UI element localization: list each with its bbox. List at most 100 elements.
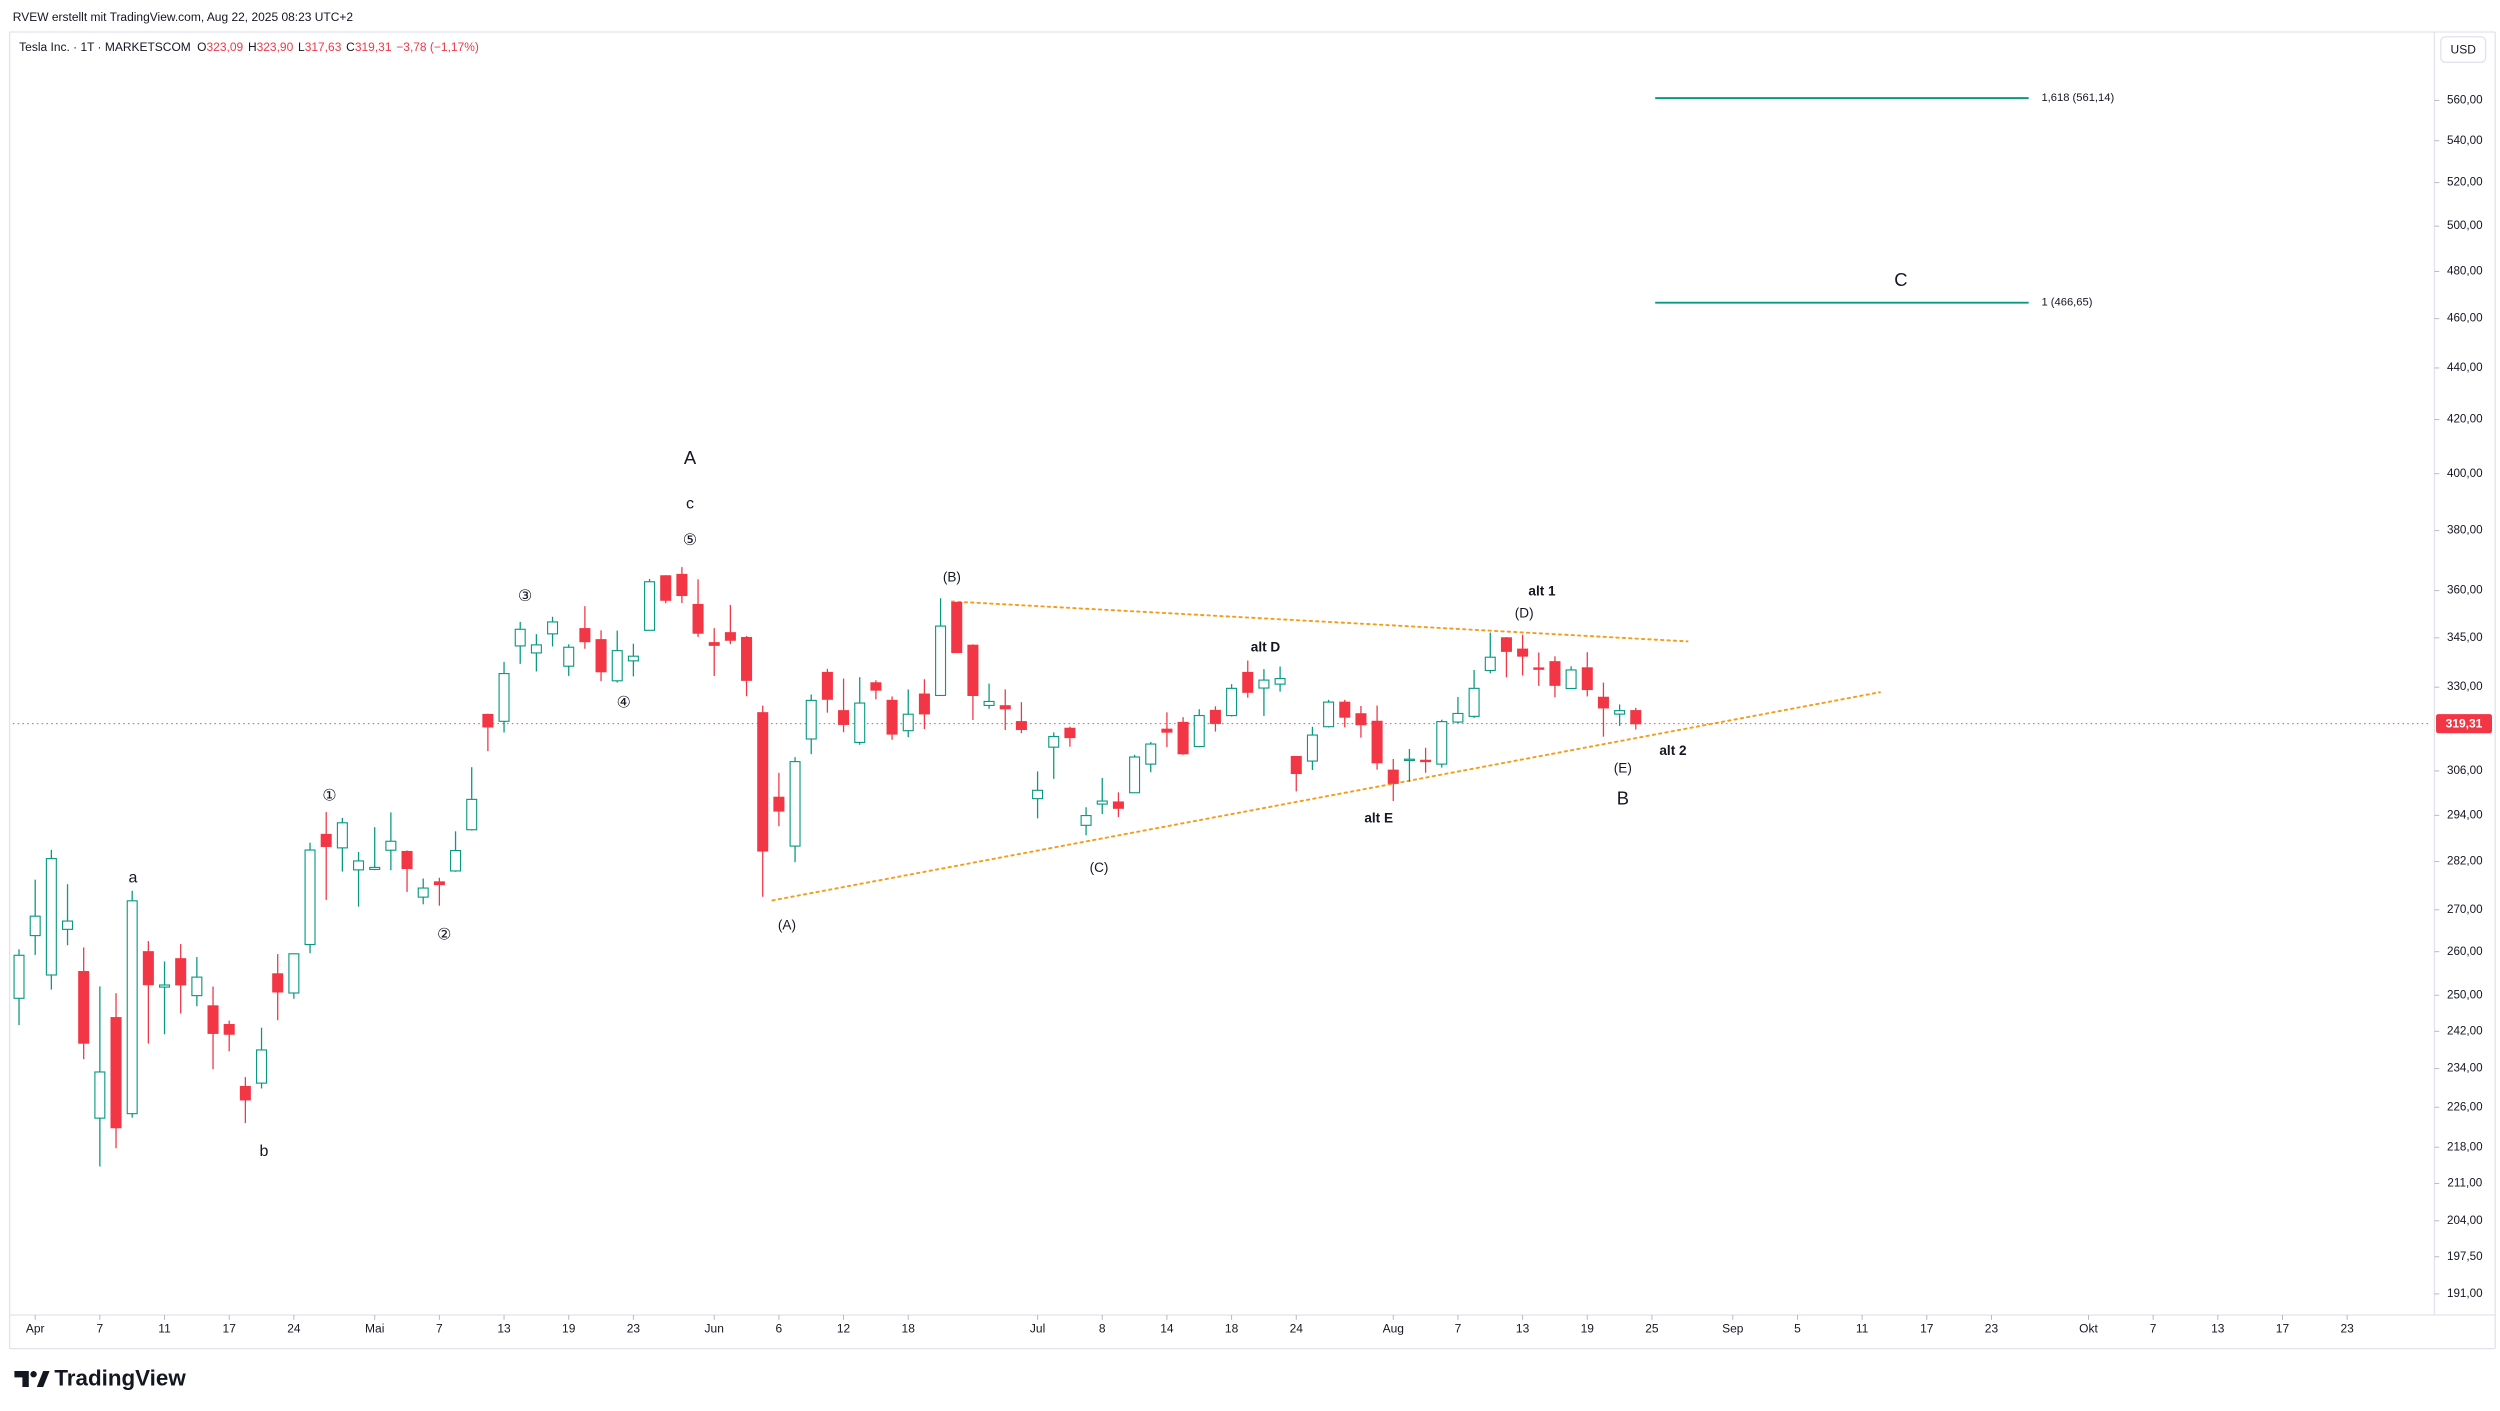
x-tick-label: 24 [1290,1322,1304,1336]
candle-body [1436,721,1448,765]
candle-body [207,1005,219,1034]
x-tick-label: 24 [287,1322,301,1336]
x-tick-label: 8 [1099,1322,1106,1336]
symbol: Tesla Inc. · 1T · MARKETSCOM [19,40,191,54]
candle-body [805,699,817,740]
wave-label: A [684,447,697,468]
wave-label: (B) [943,569,961,584]
candle-body [1500,637,1512,652]
wave-label: ① [322,787,336,804]
x-tick-label: Aug [1383,1322,1404,1336]
y-tick-label: 218,00 [2447,1140,2483,1153]
y-tick-label: 400,00 [2447,467,2483,480]
candle-body [1096,800,1108,805]
x-tick-label: Mai [365,1322,384,1336]
candle-body [773,796,785,812]
candle-body [741,636,753,681]
candle-body [1597,696,1609,709]
candle-body [1387,769,1399,784]
candle-body [353,860,365,871]
created-by: RVEW erstellt mit TradingView.com, Aug 2… [13,10,354,24]
candle-body [1403,758,1415,762]
x-tick-label: 7 [97,1322,104,1336]
x-tick-label: 23 [2340,1322,2354,1336]
y-tick-label: 380,00 [2447,524,2483,537]
y-tick-label: 420,00 [2447,413,2483,426]
candle-body [1242,671,1254,693]
candle-body [1468,687,1480,717]
x-tick-label: Okt [2079,1322,2098,1336]
candle-body [433,881,445,886]
y-tick-label: 260,00 [2447,945,2483,958]
candle-body [1209,709,1221,724]
candle-body [530,644,542,654]
legend-change: −3,78 (−1,17%) [396,40,479,54]
wave-label: ③ [518,588,532,605]
x-tick-label: 11 [158,1322,171,1336]
x-tick-label: 7 [1455,1322,1462,1336]
y-tick-label: 270,00 [2447,903,2483,916]
candle-body [1420,759,1432,763]
candle-body [1306,734,1318,762]
logo-mark [30,1371,37,1378]
currency[interactable]: USD [2451,43,2477,57]
x-tick-label: Sep [1722,1322,1744,1336]
candle-body [1112,801,1124,809]
candle-body [1226,687,1238,717]
fib-label: 1 (466,65) [2041,297,2092,309]
candle-body [482,713,494,728]
x-tick-label: 23 [627,1322,641,1336]
x-tick-label: Apr [26,1322,45,1336]
fib-label: 1,618 (561,14) [2041,92,2114,104]
y-tick-label: 204,00 [2447,1214,2483,1227]
candle-body [1549,661,1561,686]
candle-body [514,628,526,647]
y-tick-label: 345,00 [2447,631,2483,644]
candle-body [1129,756,1141,794]
y-tick-label: 234,00 [2447,1062,2483,1075]
candle-body [1161,728,1173,733]
wave-label: alt D [1251,639,1281,654]
last-price-tag [2436,714,2493,734]
x-tick-label: 5 [1794,1322,1801,1336]
candle-body [466,798,478,831]
legend-value: 323,90 [257,40,294,54]
logo-mark [36,1371,50,1388]
y-tick-label: 250,00 [2447,988,2483,1001]
candle-body [595,639,607,673]
wave-label: (E) [1614,761,1632,776]
candle-body [1339,701,1351,718]
candle-body [1533,667,1545,670]
candle-body [821,671,833,700]
currency-box[interactable] [2440,36,2487,64]
candle-body [256,1049,268,1084]
y-tick-label: 500,00 [2447,219,2483,232]
candle-body [1274,678,1286,685]
candle-body [983,700,995,707]
candle-body [1630,710,1642,725]
candle-body [708,642,720,646]
candle-body [1565,669,1577,690]
candle-body [563,646,575,667]
x-tick-label: 17 [2276,1322,2290,1336]
logo-mark [14,1371,29,1388]
x-tick-label: 18 [902,1322,916,1336]
candle-body [272,973,284,993]
candle-body [1371,720,1383,764]
candle-body [870,682,882,691]
candle-body [369,866,381,870]
candle-body [967,644,979,696]
y-tick-label: 306,00 [2447,764,2483,777]
x-tick-label: 25 [1645,1322,1659,1336]
y-tick-label: 197,50 [2447,1250,2483,1263]
legend-value: 323,09 [206,40,243,54]
x-tick-label: 11 [1856,1322,1869,1336]
candle-body [838,710,850,725]
legend-key: C [346,40,355,54]
x-tick-label: 19 [562,1322,576,1336]
candle-body [29,915,41,937]
candle-body [336,822,348,849]
candle-body [1614,710,1626,715]
y-tick-label: 226,00 [2447,1100,2483,1113]
y-tick-label: 330,00 [2447,680,2483,693]
